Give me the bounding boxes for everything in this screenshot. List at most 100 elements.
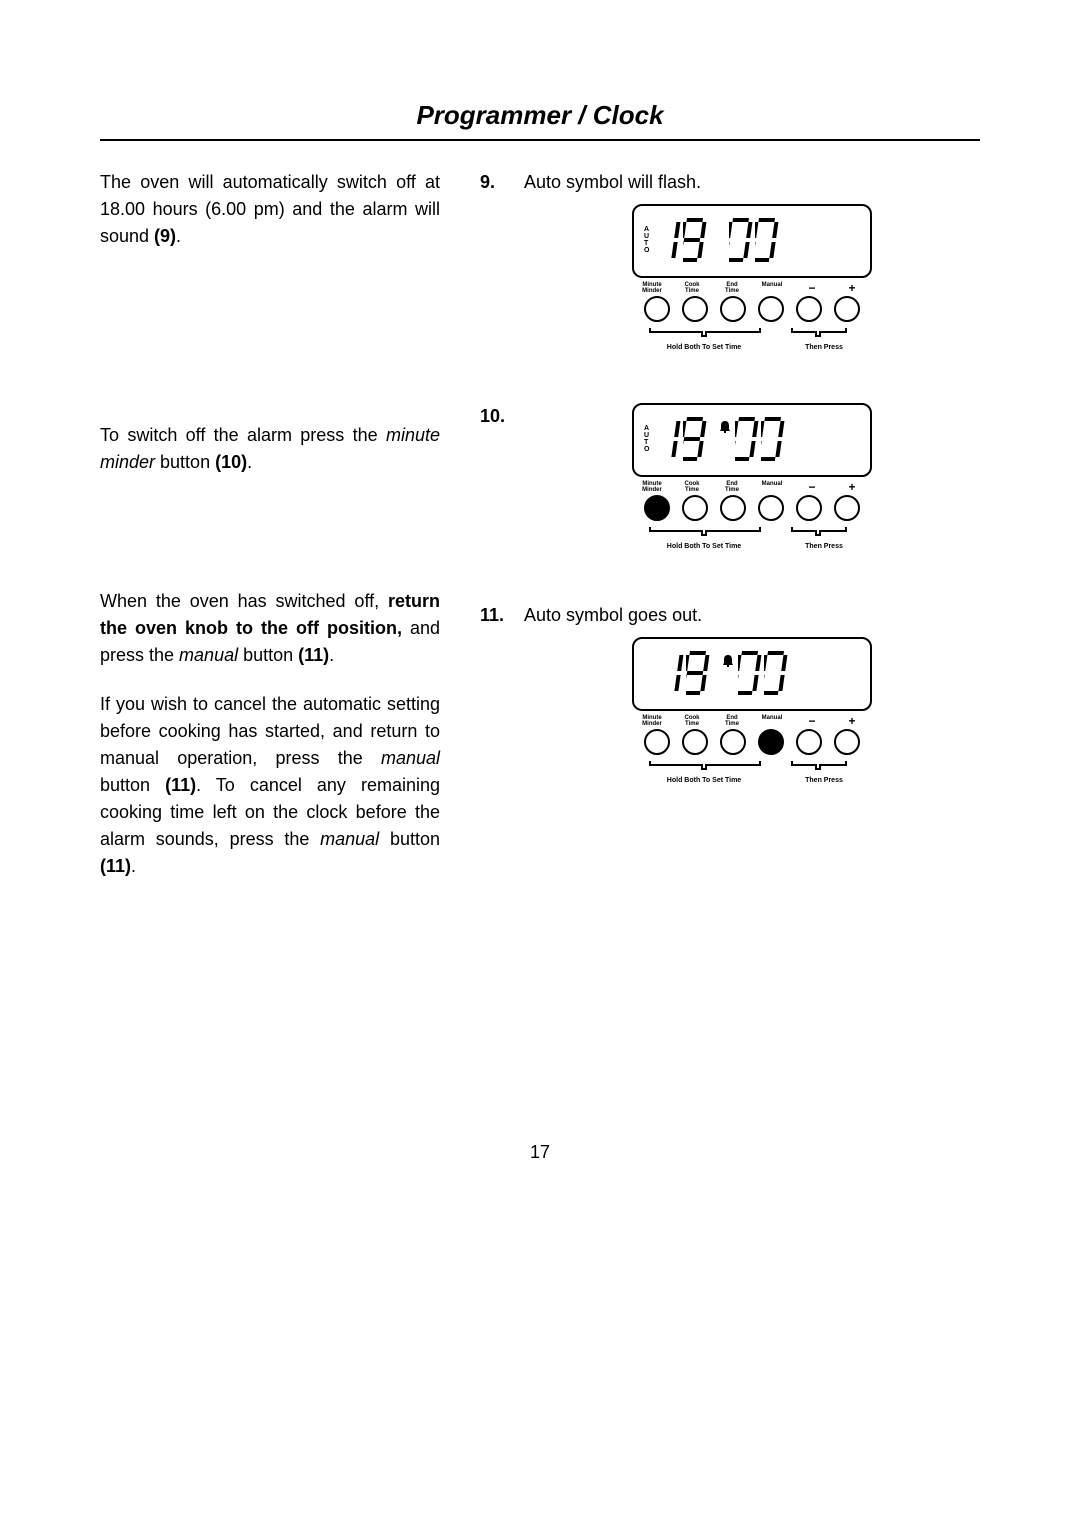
button-label: EndTime <box>712 715 752 727</box>
caption-left: Hold Both To Set Time <box>632 777 776 784</box>
caption-right: Then Press <box>776 777 872 784</box>
para-1: The oven will automatically switch off a… <box>100 169 440 250</box>
auto-letter: O <box>644 247 649 254</box>
clock-diagram-11: MinuteMinderCookTimeEndTimeManual−+ Hold… <box>632 637 872 784</box>
button-label: MinuteMinder <box>632 715 672 727</box>
text: The oven will automatically switch off a… <box>100 172 440 246</box>
caption-right: Then Press <box>776 543 872 550</box>
buttons-row <box>632 495 872 521</box>
auto-letter: U <box>644 432 649 439</box>
auto-letter: A <box>644 226 649 233</box>
lcd-panel <box>632 637 872 711</box>
digit <box>755 218 779 262</box>
plus-label: + <box>832 715 872 727</box>
caption-left: Hold Both To Set Time <box>632 344 776 351</box>
text-ital: manual <box>381 748 440 768</box>
clock-button <box>758 729 784 755</box>
button-label: CookTime <box>672 481 712 493</box>
clock-button <box>720 729 746 755</box>
auto-indicator: AUTO <box>644 226 649 254</box>
clock-button <box>644 729 670 755</box>
plus-label: + <box>832 282 872 294</box>
minus-label: − <box>792 282 832 294</box>
digit <box>657 218 681 262</box>
clock-button <box>796 296 822 322</box>
lcd-panel: AUTO <box>632 403 872 477</box>
digit <box>761 417 785 461</box>
para-4: If you wish to cancel the automatic sett… <box>100 691 440 880</box>
ref-11a: (11) <box>165 775 196 795</box>
button-label: CookTime <box>672 282 712 294</box>
auto-indicator: AUTO <box>644 425 649 453</box>
lcd-panel: AUTO <box>632 204 872 278</box>
clock-button <box>682 729 708 755</box>
buttons-row <box>632 296 872 322</box>
clock-button <box>644 296 670 322</box>
text: button <box>155 452 215 472</box>
digit <box>738 651 762 695</box>
digit <box>657 417 681 461</box>
ref-11: (11) <box>298 645 329 665</box>
button-label: CookTime <box>672 715 712 727</box>
button-label: MinuteMinder <box>632 481 672 493</box>
time-display <box>657 218 779 262</box>
step-number: 10. <box>480 403 512 558</box>
button-label: EndTime <box>712 282 752 294</box>
button-label: MinuteMinder <box>632 282 672 294</box>
clock-button <box>720 495 746 521</box>
para-3: When the oven has switched off, return t… <box>100 588 440 669</box>
digit <box>683 417 707 461</box>
text-ital: manual <box>320 829 379 849</box>
bracket <box>632 324 872 342</box>
ref-10: (10) <box>215 452 247 472</box>
button-labels: MinuteMinderCookTimeEndTimeManual−+ <box>632 715 872 727</box>
step-text: Auto symbol goes out. <box>524 602 980 629</box>
page-title: Programmer / Clock <box>100 100 980 131</box>
clock-button <box>834 729 860 755</box>
text: . <box>247 452 252 472</box>
step-11: 11. Auto symbol goes out. MinuteMinderCo… <box>480 602 980 792</box>
text: To switch off the alarm press the <box>100 425 386 445</box>
auto-letter: U <box>644 233 649 240</box>
button-label: Manual <box>752 481 792 493</box>
minus-label: − <box>792 481 832 493</box>
digit <box>735 417 759 461</box>
para-2: To switch off the alarm press the minute… <box>100 422 440 476</box>
bracket <box>632 757 872 775</box>
clock-button <box>796 495 822 521</box>
caption: Hold Both To Set TimeThen Press <box>632 344 872 351</box>
digit <box>729 218 753 262</box>
page-number: 17 <box>100 1142 980 1163</box>
text-ital: manual <box>179 645 238 665</box>
digit <box>764 651 788 695</box>
minus-label: − <box>792 715 832 727</box>
clock-button <box>682 296 708 322</box>
text: button <box>100 775 165 795</box>
step-number: 9. <box>480 169 512 359</box>
button-labels: MinuteMinderCookTimeEndTimeManual−+ <box>632 481 872 493</box>
caption: Hold Both To Set TimeThen Press <box>632 777 872 784</box>
auto-letter: O <box>644 446 649 453</box>
plus-label: + <box>832 481 872 493</box>
text: button <box>379 829 440 849</box>
bell-icon <box>720 653 736 669</box>
right-column: 9. Auto symbol will flash. AUTOMinuteMin… <box>480 169 980 902</box>
time-display <box>657 417 785 461</box>
clock-diagram-10: AUTO MinuteMinderCookTimeEndTimeManual−+… <box>632 403 872 550</box>
ref-9: (9) <box>154 226 176 246</box>
bracket <box>632 523 872 541</box>
title-rule <box>100 139 980 141</box>
step-text: Auto symbol will flash. <box>524 169 980 196</box>
clock-diagram-9: AUTOMinuteMinderCookTimeEndTimeManual−+ … <box>632 204 872 351</box>
auto-letter: T <box>644 439 649 446</box>
digit <box>686 651 710 695</box>
buttons-row <box>632 729 872 755</box>
time-display <box>660 651 788 695</box>
text: . <box>131 856 136 876</box>
bell-icon <box>717 419 733 435</box>
clock-button <box>644 495 670 521</box>
step-9: 9. Auto symbol will flash. AUTO MinuteMin… <box>480 169 980 359</box>
step-number: 11. <box>480 602 512 792</box>
auto-letter: T <box>644 240 649 247</box>
text: When the oven has switched off, <box>100 591 388 611</box>
